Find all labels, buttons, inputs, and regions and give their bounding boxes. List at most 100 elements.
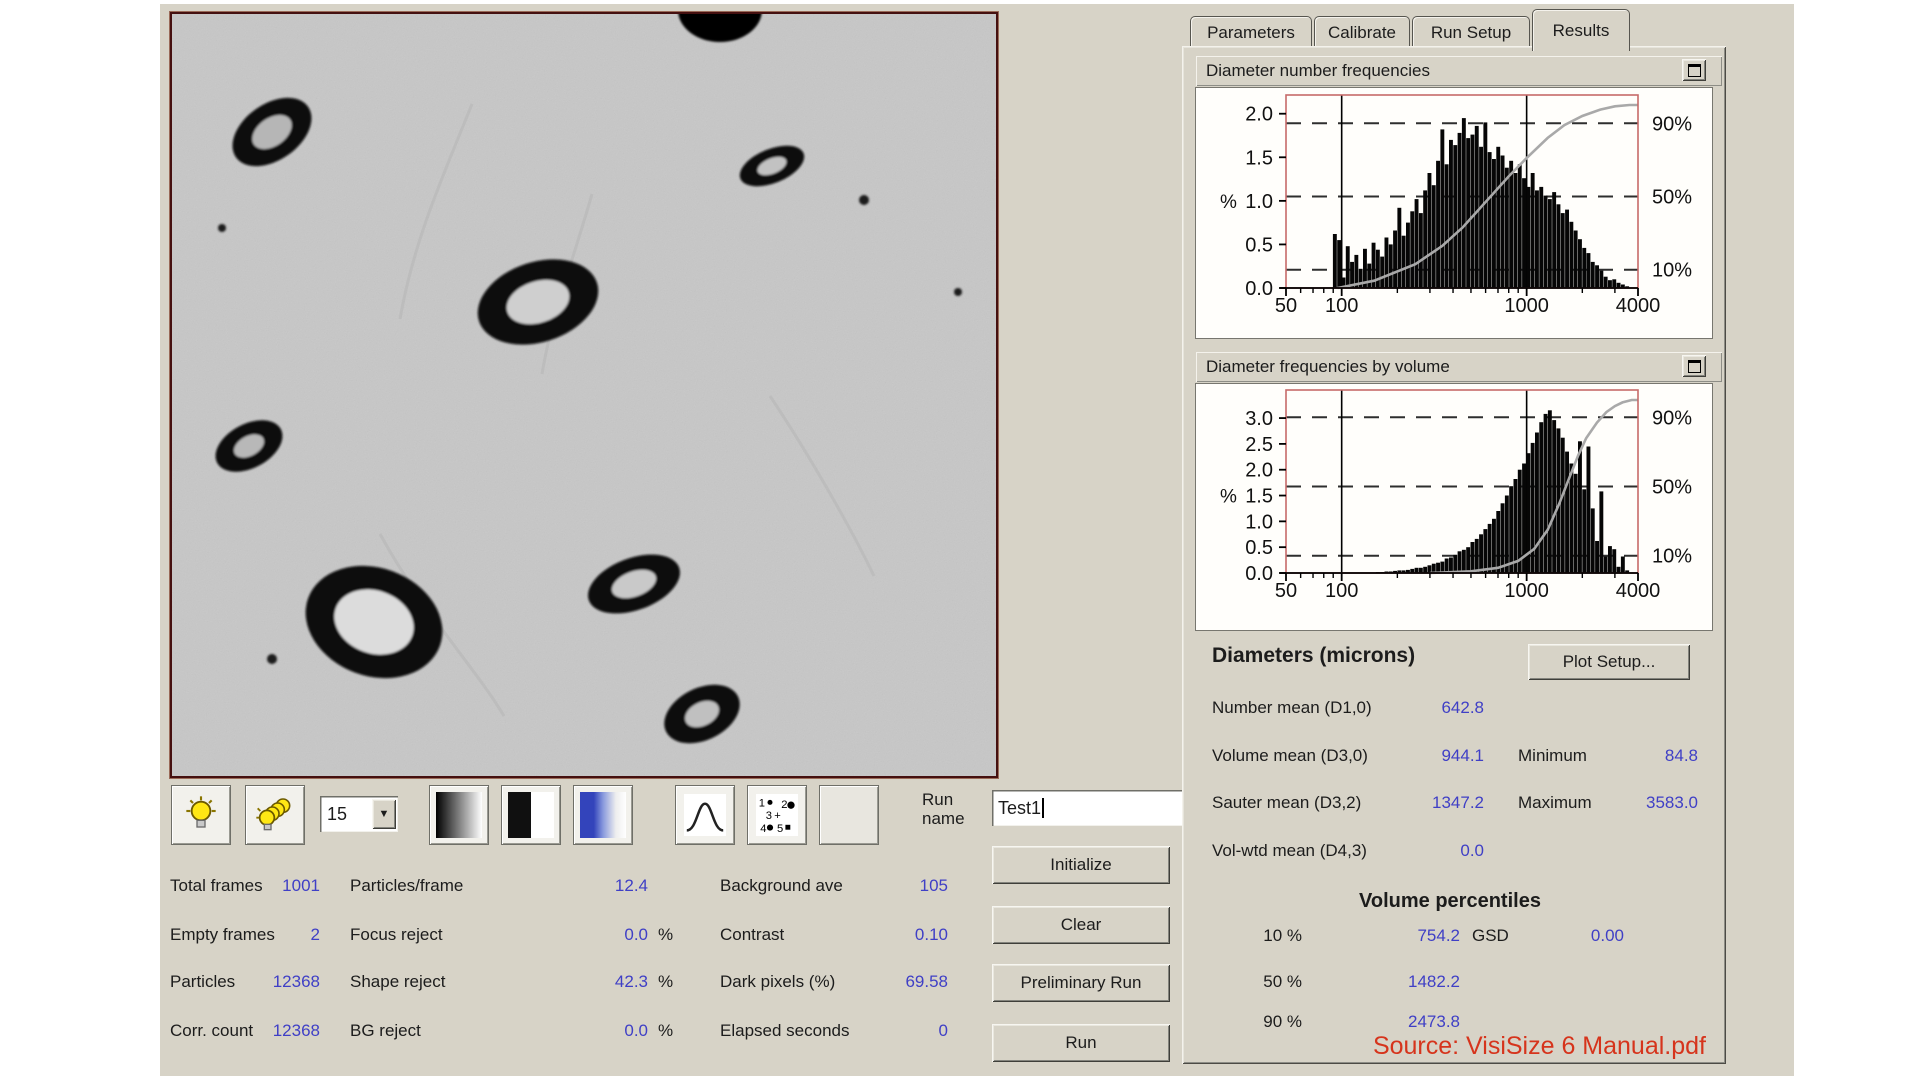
stat-label: Particles xyxy=(170,972,236,991)
gsd-value: 0.00 xyxy=(1590,926,1624,945)
particle-id-view-button[interactable]: 1 2 3 + 4 5 xyxy=(748,786,806,844)
droplet-camera-image xyxy=(172,0,996,776)
tab-calibrate[interactable]: Calibrate xyxy=(1314,16,1410,49)
stat-label: Corr. count xyxy=(170,1021,254,1040)
svg-text:4: 4 xyxy=(760,823,766,835)
diameter-label: Minimum xyxy=(1518,746,1587,765)
chart2-maximize-button[interactable] xyxy=(1682,355,1706,377)
threshold-display-icon xyxy=(508,792,554,838)
svg-text:1.5: 1.5 xyxy=(1245,486,1273,508)
stat-value: 12.4 xyxy=(614,876,648,895)
histogram-view-button[interactable] xyxy=(676,786,734,844)
svg-text:%: % xyxy=(1220,487,1237,508)
stat-unit: % xyxy=(658,925,674,944)
stat-label: Dark pixels (%) xyxy=(720,972,836,991)
svg-text:90%: 90% xyxy=(1652,113,1692,135)
tab-run-setup[interactable]: Run Setup xyxy=(1412,16,1530,49)
percentile-row: 50 % 1482.2 xyxy=(0,972,1726,996)
stat-value: 1001 xyxy=(282,876,320,895)
diameter-value: 0.0 xyxy=(1460,841,1484,860)
chevron-down-icon[interactable]: ▼ xyxy=(372,799,396,829)
stat-value: 42.3 xyxy=(614,972,648,991)
svg-text:1: 1 xyxy=(759,798,765,810)
run-button[interactable]: Run xyxy=(992,1024,1170,1062)
chart2-title: Diameter frequencies by volume xyxy=(1206,357,1450,376)
svg-text:%: % xyxy=(1220,192,1237,213)
single-flash-button[interactable] xyxy=(172,786,230,844)
svg-text:10%: 10% xyxy=(1652,546,1692,568)
stat-value: 0 xyxy=(938,1021,948,1040)
svg-text:4000: 4000 xyxy=(1616,295,1661,317)
number-frequency-chart: 90% 50% 10% 50 100 1000 4000 0.0 0.5 1.0 1.5 2.0% xyxy=(1196,88,1712,338)
percentile-value: 754.2 xyxy=(1417,926,1460,945)
histogram-icon xyxy=(684,794,726,836)
stat-label: Contrast xyxy=(720,925,785,944)
percentile-value: 2473.8 xyxy=(1408,1012,1460,1031)
stat-unit: % xyxy=(658,1021,674,1040)
stat-value: 0.0 xyxy=(624,925,648,944)
run-name-label: Run name xyxy=(922,790,965,828)
chart2-title-bar: Diameter frequencies by volume xyxy=(1196,352,1722,382)
svg-text:100: 100 xyxy=(1325,580,1358,602)
camera-image-frame xyxy=(169,0,999,779)
svg-text:0.5: 0.5 xyxy=(1245,537,1273,559)
chart1-maximize-button[interactable] xyxy=(1682,59,1706,81)
diameter-row: Volume mean (D3,0) 944.1 Minimum 84.8 xyxy=(0,746,1726,770)
stats-row: Corr. count 12368 BG reject 0.0 % Elapse… xyxy=(0,1021,960,1045)
plot-setup-button[interactable]: Plot Setup... xyxy=(1528,644,1690,680)
particle-id-icon: 1 2 3 + 4 5 xyxy=(756,794,798,836)
stat-value: 12368 xyxy=(272,972,320,991)
stat-label: Focus reject xyxy=(350,925,443,944)
volume-frequency-chart: 90% 50% 10% 50 100 1000 4000 0.0 0.5 1.0 1.5 2.0 2.5… xyxy=(1196,384,1712,630)
initialize-button[interactable]: Initialize xyxy=(992,846,1170,884)
multi-bulb-icon xyxy=(256,798,291,831)
svg-text:50: 50 xyxy=(1275,295,1297,317)
svg-text:4000: 4000 xyxy=(1616,580,1661,602)
diameter-label: Vol-wtd mean (D4,3) xyxy=(1212,841,1367,860)
threshold-display-button[interactable] xyxy=(502,786,560,844)
stat-value: 0.0 xyxy=(624,1021,648,1040)
percentile-label: 90 % xyxy=(1263,1012,1302,1031)
run-name-input[interactable]: Test1 xyxy=(992,790,1194,826)
multi-flash-button[interactable] xyxy=(246,786,304,844)
svg-text:+: + xyxy=(774,810,781,822)
diameter-value: 84.8 xyxy=(1664,746,1698,765)
stats-row: Total frames 1001 Particles/frame 12.4 B… xyxy=(0,876,960,900)
svg-text:90%: 90% xyxy=(1652,407,1692,429)
stat-label: Shape reject xyxy=(350,972,446,991)
diameter-value: 3583.0 xyxy=(1646,793,1698,812)
stats-row: Particles 12368 Shape reject 42.3 % Dark… xyxy=(0,972,960,996)
svg-text:1.5: 1.5 xyxy=(1245,147,1273,169)
single-bulb-icon xyxy=(186,796,216,828)
clear-button[interactable]: Clear xyxy=(992,906,1170,944)
diameters-heading: Diameters (microns) xyxy=(1212,644,1416,667)
tab-results[interactable]: Results xyxy=(1532,9,1630,51)
preliminary-run-button[interactable]: Preliminary Run xyxy=(992,964,1170,1002)
stat-unit: % xyxy=(658,972,674,991)
volume-percentiles-heading: Volume percentiles xyxy=(1359,890,1541,912)
svg-text:0.0: 0.0 xyxy=(1245,278,1273,300)
stat-label: BG reject xyxy=(350,1021,421,1040)
overlay-display-button[interactable] xyxy=(574,786,632,844)
svg-text:2: 2 xyxy=(781,799,787,811)
grayscale-display-button[interactable] xyxy=(430,786,488,844)
percentile-label: 50 % xyxy=(1263,972,1302,991)
svg-text:1.0: 1.0 xyxy=(1245,191,1273,213)
stat-value: 12368 xyxy=(272,1021,320,1040)
tab-parameters[interactable]: Parameters xyxy=(1190,16,1312,49)
stat-label: Total frames xyxy=(170,876,263,895)
diameter-row: Number mean (D1,0) 642.8 xyxy=(0,698,1726,722)
gsd-label: GSD xyxy=(1472,926,1509,945)
frame-count-select[interactable]: 15 ▼ xyxy=(320,796,398,832)
maximize-icon xyxy=(1687,359,1701,373)
maximize-icon xyxy=(1687,63,1701,77)
svg-text:3: 3 xyxy=(766,810,772,822)
blank-display-button[interactable] xyxy=(820,786,878,844)
svg-text:2.5: 2.5 xyxy=(1245,434,1273,456)
run-name-value: Test1 xyxy=(998,797,1042,818)
svg-text:100: 100 xyxy=(1325,295,1358,317)
svg-text:5: 5 xyxy=(777,823,783,835)
diameter-value: 642.8 xyxy=(1441,698,1484,717)
percentile-row: 10 % 754.2 GSD 0.00 xyxy=(0,926,1726,950)
stat-value: 0.10 xyxy=(914,925,948,944)
